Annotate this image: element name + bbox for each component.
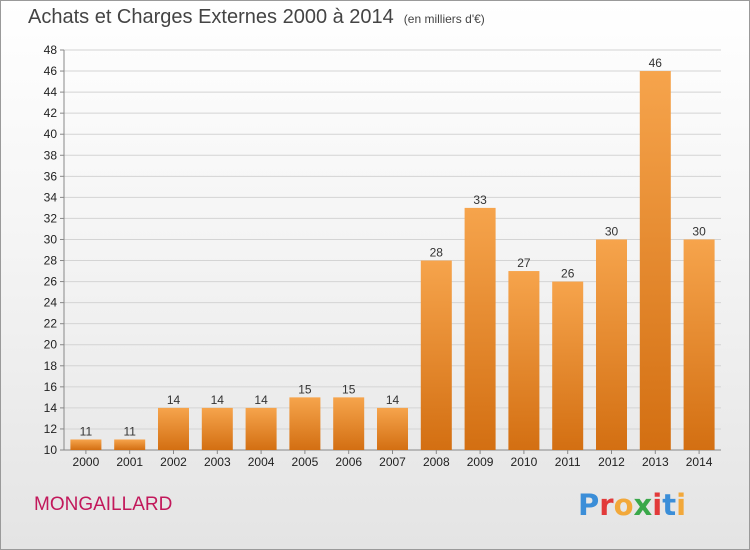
data-label: 15 — [342, 382, 356, 396]
y-tick-label: 34 — [44, 190, 58, 204]
bar — [245, 407, 277, 450]
y-tick-label: 40 — [44, 127, 58, 141]
bar — [289, 397, 321, 450]
x-tick-label: 2004 — [248, 455, 275, 469]
bar — [639, 71, 671, 450]
commune-name: MONGAILLARD — [34, 494, 173, 515]
x-tick-label: 2008 — [423, 455, 450, 469]
logo-letter: t — [662, 488, 677, 522]
bar — [114, 439, 146, 450]
x-tick-label: 2014 — [686, 455, 713, 469]
data-label: 14 — [211, 393, 225, 407]
x-tick-label: 2012 — [598, 455, 625, 469]
y-tick-label: 38 — [44, 148, 58, 162]
data-label: 14 — [386, 393, 400, 407]
bar — [377, 407, 408, 450]
logo-letter: x — [633, 488, 653, 522]
logo-letter: r — [599, 488, 614, 522]
y-tick-label: 26 — [44, 275, 58, 289]
y-tick-label: 28 — [44, 254, 58, 268]
logo-letter: i — [676, 488, 687, 522]
data-label: 26 — [561, 267, 575, 281]
x-tick-label: 2000 — [73, 455, 100, 469]
y-tick-label: 14 — [44, 401, 58, 415]
x-tick-label: 2005 — [292, 455, 319, 469]
logo-letter: o — [613, 488, 634, 522]
y-tick-label: 32 — [44, 211, 58, 225]
y-tick-label: 18 — [44, 359, 58, 373]
bar — [464, 207, 496, 450]
data-label: 30 — [692, 224, 706, 238]
logo-letter: P — [578, 488, 600, 522]
y-tick-label: 46 — [44, 64, 58, 78]
x-tick-label: 2010 — [511, 455, 538, 469]
data-label: 28 — [430, 246, 444, 260]
y-tick-label: 16 — [44, 380, 58, 394]
data-label: 11 — [123, 424, 136, 438]
y-tick-label: 30 — [44, 232, 58, 246]
data-label: 11 — [80, 424, 93, 438]
data-label: 14 — [254, 393, 268, 407]
x-tick-label: 2009 — [467, 455, 494, 469]
unit-note: (en milliers d'€) — [403, 12, 485, 26]
y-tick-label: 44 — [44, 85, 58, 99]
bar — [596, 239, 627, 450]
chart-title: Achats et Charges Externes 2000 à 2014 (e… — [28, 6, 485, 29]
x-tick-label: 2003 — [204, 455, 231, 469]
x-tick-label: 2002 — [160, 455, 187, 469]
x-tick-label: 2013 — [642, 455, 669, 469]
bar — [158, 407, 189, 450]
bar — [508, 271, 540, 450]
y-tick-label: 42 — [44, 106, 58, 120]
bar — [552, 281, 584, 450]
data-label: 14 — [167, 393, 181, 407]
chart-title-text: Achats et Charges Externes 2000 à 2014 — [28, 6, 394, 28]
data-label: 30 — [605, 224, 619, 238]
x-tick-label: 2011 — [555, 455, 581, 469]
y-tick-label: 22 — [44, 317, 58, 331]
y-tick-label: 48 — [44, 43, 58, 57]
bar — [201, 407, 233, 450]
bar — [70, 439, 102, 450]
data-label: 15 — [298, 382, 312, 396]
x-tick-label: 2006 — [335, 455, 362, 469]
bar — [683, 239, 715, 450]
data-label: 27 — [517, 256, 531, 270]
data-label: 46 — [649, 56, 663, 70]
proxiti-logo: Proxiti — [578, 488, 686, 522]
bar — [420, 260, 452, 450]
y-tick-label: 10 — [44, 443, 58, 457]
y-tick-label: 12 — [44, 422, 58, 436]
x-tick-label: 2001 — [116, 455, 143, 469]
y-tick-label: 20 — [44, 338, 58, 352]
y-tick-label: 36 — [44, 169, 58, 183]
y-tick-label: 24 — [44, 296, 58, 310]
logo-letter: i — [652, 488, 663, 522]
x-tick-label: 2007 — [379, 455, 406, 469]
data-label: 33 — [473, 193, 487, 207]
bar — [333, 397, 365, 450]
